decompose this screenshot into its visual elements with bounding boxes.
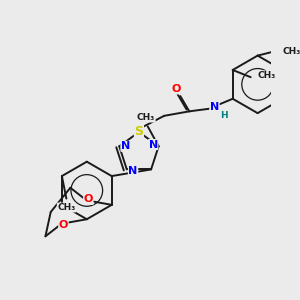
Text: S: S (134, 124, 143, 138)
Text: CH₃: CH₃ (283, 46, 300, 56)
Text: O: O (171, 84, 181, 94)
Text: H: H (220, 111, 227, 120)
Text: N: N (128, 166, 138, 176)
Text: O: O (84, 194, 93, 204)
Text: O: O (59, 220, 68, 230)
Text: N: N (210, 102, 219, 112)
Text: N: N (121, 141, 130, 151)
Text: CH₃: CH₃ (137, 113, 155, 122)
Text: CH₃: CH₃ (258, 71, 276, 80)
Text: N: N (148, 140, 158, 149)
Text: CH₃: CH₃ (57, 203, 76, 212)
